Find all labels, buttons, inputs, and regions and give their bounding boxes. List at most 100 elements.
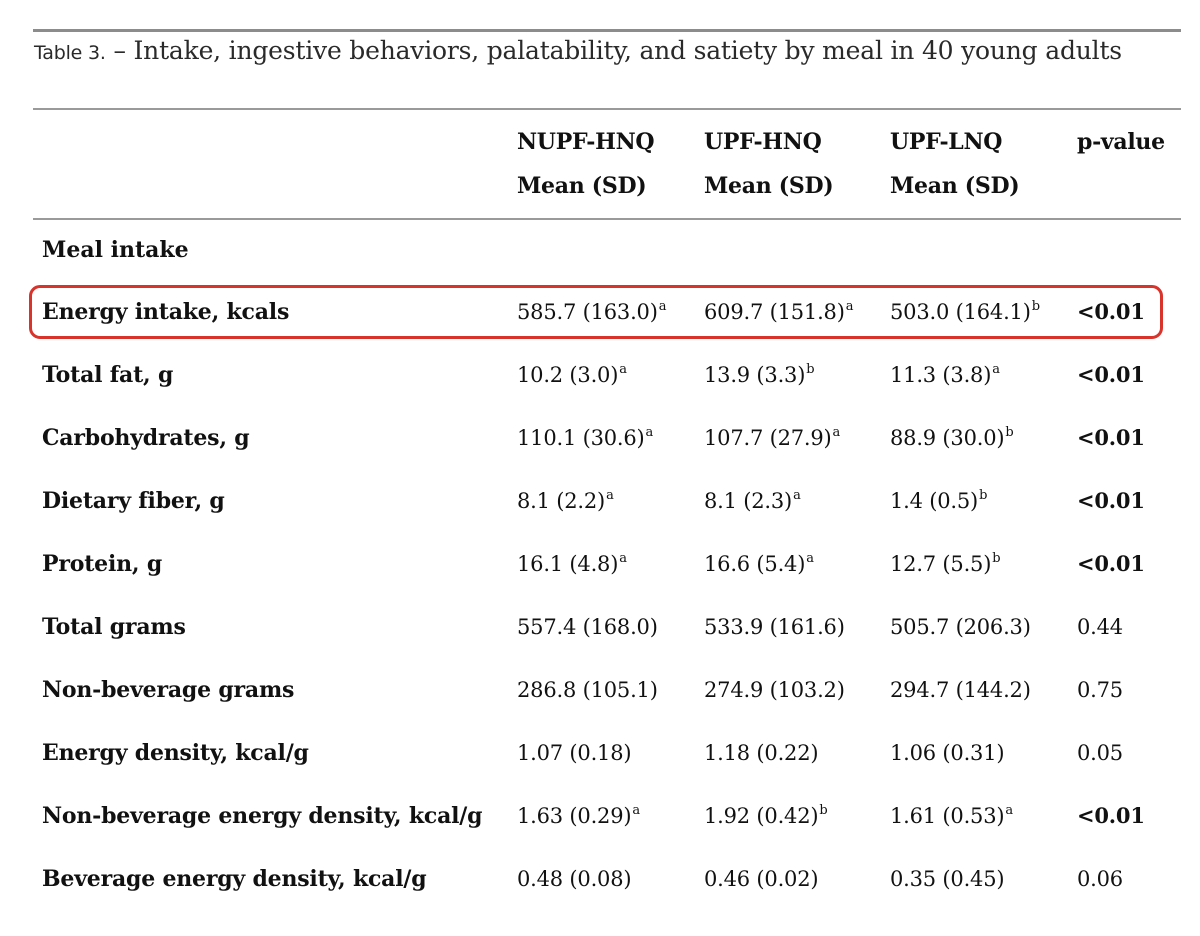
value-cell: 286.8 (105.1) xyxy=(517,665,658,715)
value-cell: 10.2 (3.0)a xyxy=(517,350,627,404)
mean-sd-value: 8.1 (2.2) xyxy=(517,489,606,513)
mean-sd-value: 16.1 (4.8) xyxy=(517,552,619,576)
mean-sd-value: 0.35 (0.45) xyxy=(890,867,1005,891)
significance-superscript: a xyxy=(845,299,854,314)
mean-sd-value: 1.61 (0.53) xyxy=(890,804,1005,828)
significance-superscript: b xyxy=(979,488,988,503)
p-value-cell: <0.01 xyxy=(1077,362,1145,387)
mean-sd-value: 1.06 (0.31) xyxy=(890,741,1005,765)
column-group: UPF-HNQ xyxy=(704,129,822,155)
significance-superscript: b xyxy=(1005,425,1014,440)
p-value-cell: 0.44 xyxy=(1077,615,1123,639)
p-value-cell: <0.01 xyxy=(1077,551,1145,576)
value-cell: 107.7 (27.9)a xyxy=(704,413,840,467)
value-cell: 88.9 (30.0)b xyxy=(890,413,1014,467)
significance-superscript: a xyxy=(793,488,801,503)
p-value-cell: 0.75 xyxy=(1077,678,1123,702)
mean-sd-value: 110.1 (30.6) xyxy=(517,426,645,450)
value-cell: 8.1 (2.2)a xyxy=(517,476,614,530)
significance-superscript: a xyxy=(645,425,654,440)
value-cell: 557.4 (168.0) xyxy=(517,602,658,652)
row-label: Non-beverage grams xyxy=(42,677,295,703)
value-cell: 11.3 (3.8)a xyxy=(890,350,1000,404)
value-cell: 13.9 (3.3)b xyxy=(704,350,815,404)
p-value-cell: 0.06 xyxy=(1077,867,1123,891)
column-stat: Mean (SD) xyxy=(517,173,647,199)
significance-superscript: a xyxy=(606,488,614,503)
value-cell: 16.6 (5.4)a xyxy=(704,539,814,593)
significance-superscript: a xyxy=(658,299,667,314)
column-header-upf-hnq: UPF-HNQ Mean (SD) xyxy=(704,120,834,208)
row-label: Energy intake, kcals xyxy=(42,299,290,325)
table-top-rule xyxy=(33,29,1181,32)
value-cell: 16.1 (4.8)a xyxy=(517,539,627,593)
column-header-nupf-hnq: NUPF-HNQ Mean (SD) xyxy=(517,120,655,208)
value-cell: 1.06 (0.31) xyxy=(890,728,1005,778)
row-label: Total grams xyxy=(42,614,186,640)
value-cell: 609.7 (151.8)a xyxy=(704,287,853,341)
row-label: Protein, g xyxy=(42,551,163,577)
row-label: Energy density, kcal/g xyxy=(42,740,309,766)
mean-sd-value: 503.0 (164.1) xyxy=(890,300,1031,324)
significance-superscript: a xyxy=(619,362,627,377)
mean-sd-value: 0.46 (0.02) xyxy=(704,867,819,891)
table-row: Carbohydrates, g 110.1 (30.6)a 107.7 (27.9… xyxy=(0,413,1200,463)
mean-sd-value: 8.1 (2.3) xyxy=(704,489,793,513)
mean-sd-value: 12.7 (5.5) xyxy=(890,552,992,576)
table-caption: Table 3. – Intake, ingestive behaviors, … xyxy=(34,36,1122,65)
value-cell: 1.63 (0.29)a xyxy=(517,791,640,845)
column-group: UPF-LNQ xyxy=(890,129,1003,155)
p-value-cell: <0.01 xyxy=(1077,488,1145,513)
significance-superscript: a xyxy=(632,803,640,818)
significance-superscript: a xyxy=(992,362,1000,377)
significance-superscript: a xyxy=(619,551,627,566)
value-cell: 0.35 (0.45) xyxy=(890,854,1005,904)
value-cell: 1.92 (0.42)b xyxy=(704,791,828,845)
significance-superscript: b xyxy=(992,551,1001,566)
section-heading-meal-intake: Meal intake xyxy=(42,237,189,263)
significance-superscript: a xyxy=(806,551,814,566)
mean-sd-value: 107.7 (27.9) xyxy=(704,426,832,450)
mean-sd-value: 286.8 (105.1) xyxy=(517,678,658,702)
mean-sd-value: 11.3 (3.8) xyxy=(890,363,992,387)
mean-sd-value: 505.7 (206.3) xyxy=(890,615,1031,639)
row-label: Carbohydrates, g xyxy=(42,425,250,451)
p-value-cell: <0.01 xyxy=(1077,299,1145,324)
value-cell: 505.7 (206.3) xyxy=(890,602,1031,652)
value-cell: 0.46 (0.02) xyxy=(704,854,819,904)
column-stat: Mean (SD) xyxy=(890,173,1020,199)
value-cell: 533.9 (161.6) xyxy=(704,602,845,652)
p-value-cell: 0.05 xyxy=(1077,741,1123,765)
mean-sd-value: 1.07 (0.18) xyxy=(517,741,632,765)
value-cell: 0.48 (0.08) xyxy=(517,854,632,904)
table-label: Table 3. xyxy=(34,42,106,64)
table-row: Non-beverage grams 286.8 (105.1) 274.9 (10… xyxy=(0,665,1200,715)
p-value-cell: <0.01 xyxy=(1077,803,1145,828)
mean-sd-value: 274.9 (103.2) xyxy=(704,678,845,702)
value-cell: 1.07 (0.18) xyxy=(517,728,632,778)
mean-sd-value: 16.6 (5.4) xyxy=(704,552,806,576)
value-cell: 1.18 (0.22) xyxy=(704,728,819,778)
value-cell: 585.7 (163.0)a xyxy=(517,287,666,341)
table-row: Protein, g 16.1 (4.8)a 16.6 (5.4)a 12.7 (5.… xyxy=(0,539,1200,589)
column-stat: Mean (SD) xyxy=(704,173,834,199)
table-row: Non-beverage energy density, kcal/g 1.63 … xyxy=(0,791,1200,841)
mean-sd-value: 1.18 (0.22) xyxy=(704,741,819,765)
column-header-upf-lnq: UPF-LNQ Mean (SD) xyxy=(890,120,1020,208)
table-title: – Intake, ingestive behaviors, palatabil… xyxy=(113,36,1122,65)
significance-superscript: b xyxy=(819,803,828,818)
value-cell: 12.7 (5.5)b xyxy=(890,539,1001,593)
mean-sd-value: 1.4 (0.5) xyxy=(890,489,979,513)
mean-sd-value: 585.7 (163.0) xyxy=(517,300,658,324)
mean-sd-value: 1.92 (0.42) xyxy=(704,804,819,828)
value-cell: 1.4 (0.5)b xyxy=(890,476,987,530)
value-cell: 1.61 (0.53)a xyxy=(890,791,1013,845)
mean-sd-value: 0.48 (0.08) xyxy=(517,867,632,891)
mean-sd-value: 557.4 (168.0) xyxy=(517,615,658,639)
table-row: Total fat, g 10.2 (3.0)a 13.9 (3.3)b 11.3 (… xyxy=(0,350,1200,400)
mean-sd-value: 533.9 (161.6) xyxy=(704,615,845,639)
header-bottom-rule xyxy=(33,218,1181,220)
column-group: NUPF-HNQ xyxy=(517,129,655,155)
column-header-p-value: p-value xyxy=(1077,120,1165,164)
mean-sd-value: 88.9 (30.0) xyxy=(890,426,1005,450)
